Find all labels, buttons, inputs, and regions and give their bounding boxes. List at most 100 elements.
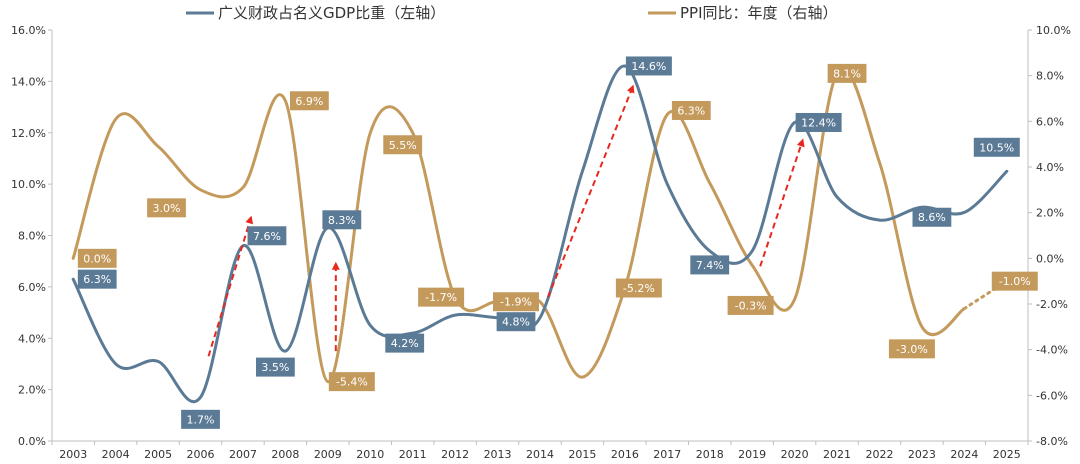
x-tick-label: 2008	[271, 448, 299, 461]
ppi-data-label: -0.3%	[727, 295, 774, 315]
y-right-tick-label: 2.0%	[1036, 207, 1064, 220]
data-label-text: 6.9%	[295, 95, 323, 108]
ppi-data-label: 5.5%	[383, 135, 423, 155]
ppi-data-label: -3.0%	[888, 339, 935, 359]
data-label-text: 4.8%	[502, 316, 530, 329]
ppi-data-label: 8.1%	[827, 63, 867, 83]
data-label-box	[991, 271, 1038, 291]
data-label-text: -1.7%	[425, 291, 457, 304]
fiscal-data-label: 7.4%	[690, 255, 730, 275]
legend-label-left-series: 广义财政占名义GDP比重（左轴）	[218, 4, 445, 22]
data-label-box	[973, 137, 1020, 157]
data-label-box	[322, 210, 362, 230]
ppi-data-label: 0.0%	[77, 248, 117, 268]
y-axis-left-ticks: 0.0% 2.0% 4.0% 6.0% 8.0% 10.0% 12.0% 14.0% 16.0%	[11, 24, 52, 448]
series-ppi	[71, 67, 1009, 384]
data-label-text: 3.5%	[261, 361, 289, 374]
data-label-box	[493, 292, 539, 312]
legend-label-right-series: PPI同比：年度（右轴）	[680, 4, 838, 22]
data-label-box	[671, 100, 711, 120]
y-right-tick-label: -2.0%	[1036, 298, 1068, 311]
y-left-tick-label: 4.0%	[18, 332, 46, 345]
data-label-text: 8.3%	[328, 214, 356, 227]
data-label-box	[690, 255, 730, 275]
data-label-box	[289, 91, 329, 111]
y-right-tick-label: 4.0%	[1036, 161, 1064, 174]
y-left-tick-label: 14.0%	[11, 75, 46, 88]
x-tick-label: 2022	[865, 448, 893, 461]
legend: 广义财政占名义GDP比重（左轴） PPI同比：年度（右轴）	[186, 4, 838, 22]
data-label-box	[255, 357, 295, 377]
y-left-tick-label: 16.0%	[11, 24, 46, 37]
fiscal-data-label: 3.5%	[255, 357, 295, 377]
ppi-data-label: -1.0%	[991, 271, 1038, 291]
x-tick-label: 2004	[102, 448, 130, 461]
x-tick-label: 2020	[781, 448, 809, 461]
ppi-data-label: -5.2%	[615, 278, 662, 298]
y-right-tick-label: -4.0%	[1036, 344, 1068, 357]
data-label-text: -3.0%	[896, 343, 928, 356]
y-left-tick-label: 0.0%	[18, 435, 46, 448]
data-label-box	[625, 56, 672, 76]
data-label-box	[77, 248, 117, 268]
x-tick-label: 2010	[356, 448, 384, 461]
data-label-text: 7.4%	[696, 259, 724, 272]
y-left-tick-label: 6.0%	[18, 281, 46, 294]
data-label-box	[385, 333, 425, 353]
data-label-box	[888, 339, 935, 359]
y-right-tick-label: -6.0%	[1036, 389, 1068, 402]
y-right-tick-label: 6.0%	[1036, 115, 1064, 128]
fiscal-data-label: 12.4%	[795, 112, 842, 132]
y-left-tick-label: 10.0%	[11, 178, 46, 191]
y-left-tick-label: 2.0%	[18, 384, 46, 397]
x-tick-label: 2016	[611, 448, 639, 461]
ppi-projection-line	[962, 279, 1009, 311]
x-tick-label: 2013	[484, 448, 512, 461]
ppi-data-label: -1.7%	[418, 287, 465, 307]
data-label-box	[827, 63, 867, 83]
data-label-box	[418, 287, 465, 307]
data-label-box	[615, 278, 662, 298]
fiscal-data-label: 7.6%	[247, 226, 287, 246]
data-label-text: 10.5%	[979, 141, 1014, 154]
data-label-text: 4.2%	[391, 337, 419, 350]
x-tick-label: 2025	[993, 448, 1021, 461]
data-label-text: 1.7%	[187, 413, 215, 426]
x-tick-label: 2012	[441, 448, 469, 461]
ppi-data-label: -5.4%	[328, 372, 375, 392]
x-tick-label: 2003	[59, 448, 87, 461]
data-label-text: 0.0%	[83, 252, 111, 265]
data-label-box	[912, 207, 952, 227]
data-label-box	[496, 312, 536, 332]
y-right-tick-label: 8.0%	[1036, 70, 1064, 83]
data-label-box	[727, 295, 774, 315]
x-tick-label: 2019	[738, 448, 766, 461]
fiscal-data-label: 8.3%	[322, 210, 362, 230]
fiscal-data-label: 1.7%	[181, 409, 220, 429]
fiscal-data-label: 4.2%	[385, 333, 425, 353]
x-tick-label: 2006	[187, 448, 215, 461]
trend-arrow	[759, 138, 805, 267]
series-fiscal-gdp-ratio	[71, 64, 1009, 403]
x-axis-ticks: 2003 2004 2005 2006 2007 2008 2009 2010 2011 2012…	[51, 441, 1029, 461]
y-left-tick-label: 8.0%	[18, 230, 46, 243]
x-tick-label: 2011	[399, 448, 427, 461]
data-label-text: 14.6%	[631, 60, 666, 73]
data-label-box	[181, 409, 220, 429]
trend-arrows	[207, 84, 805, 357]
y-right-tick-label: 10.0%	[1036, 24, 1071, 37]
data-label-box	[383, 135, 423, 155]
x-tick-label: 2015	[568, 448, 596, 461]
x-tick-label: 2017	[653, 448, 681, 461]
data-label-text: 6.3%	[677, 104, 705, 117]
x-tick-label: 2024	[950, 448, 978, 461]
fiscal-data-label: 4.8%	[496, 312, 536, 332]
y-right-tick-label: -8.0%	[1036, 435, 1068, 448]
data-label-text: 12.4%	[801, 116, 836, 129]
data-label-box	[795, 112, 842, 132]
fiscal-ratio-line	[71, 64, 1009, 403]
data-label-text: -1.0%	[999, 275, 1031, 288]
x-tick-label: 2021	[823, 448, 851, 461]
ppi-data-label: 6.9%	[289, 91, 329, 111]
ppi-data-label: 3.0%	[147, 198, 186, 218]
